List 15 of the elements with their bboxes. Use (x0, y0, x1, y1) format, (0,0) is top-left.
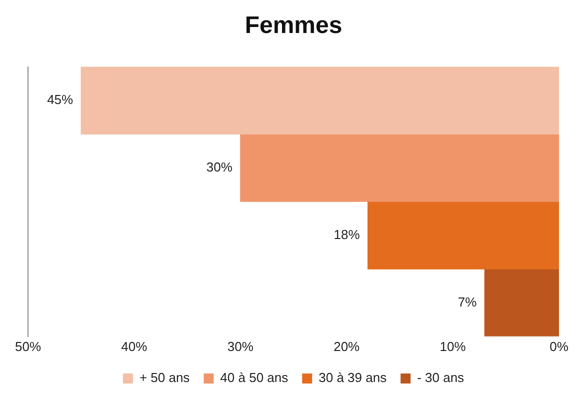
x-tick-label: 10% (440, 338, 466, 354)
x-tick-label: 30% (227, 338, 254, 354)
x-tick-label: 0% (550, 338, 569, 354)
x-tick-label: 20% (334, 338, 360, 354)
data-label: 30% (206, 159, 233, 174)
legend-label: - 30 ans (417, 370, 465, 386)
data-label: 7% (458, 294, 478, 310)
legend-label: 30 à 39 ans (318, 370, 388, 386)
data-label: 45% (47, 92, 74, 108)
x-tick-label: 50% (14, 338, 42, 354)
chart-title: Femmes (244, 12, 342, 40)
x-tick-label: 40% (121, 338, 148, 354)
data-label: 18% (334, 226, 360, 242)
legend-label: 40 à 50 ans (220, 370, 289, 386)
legend-label: + 50 ans (139, 370, 190, 386)
